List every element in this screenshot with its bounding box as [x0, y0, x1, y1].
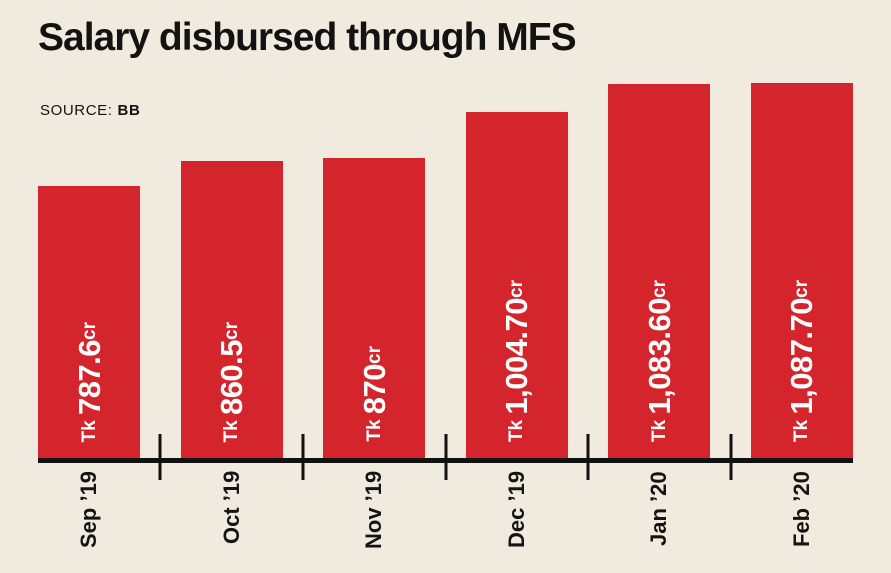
- bar-chart: Tk 787.6cr Tk 860.5cr Tk 870cr Tk 1,004.70c…: [38, 83, 853, 551]
- source-line: SOURCE: BB: [40, 102, 140, 119]
- bar-5: Tk 1,083.60cr: [608, 84, 711, 458]
- axis-tick-1: [158, 434, 162, 480]
- bar-value-suffix: cr: [221, 321, 243, 340]
- x-tick-label: Nov ’19: [361, 471, 387, 550]
- bar-value-amount: 860.5: [214, 339, 250, 415]
- bar-4: Tk 1,004.70cr: [465, 112, 568, 458]
- x-tick-label: Sep ’19: [76, 471, 101, 549]
- x-tick-label-cell: Dec ’19: [466, 471, 568, 551]
- bar-value-amount: 1,004.70: [499, 297, 535, 415]
- bar-value-amount: 870: [356, 364, 392, 415]
- bar-value-amount: 1,083.60: [641, 297, 677, 415]
- x-tick-label: Feb ’20: [788, 471, 814, 547]
- bar-value-label: Tk 1,087.70cr: [784, 279, 820, 442]
- axis-tick-4: [586, 434, 590, 480]
- x-tick-label: Oct ’19: [218, 471, 244, 545]
- bar-3: Tk 870cr: [323, 158, 426, 458]
- plot-area: Tk 787.6cr Tk 860.5cr Tk 870cr Tk 1,004.70c…: [38, 83, 853, 458]
- bar-6: Tk 1,087.70cr: [750, 83, 853, 458]
- axis-tick-2: [301, 434, 305, 480]
- bar-value-amount: 1,087.70: [784, 297, 820, 415]
- bar-2: Tk 860.5cr: [180, 161, 283, 458]
- source-value: BB: [117, 102, 141, 119]
- bar-value-label: Tk 1,083.60cr: [641, 279, 677, 442]
- bar-value-prefix: Tk: [363, 414, 385, 442]
- bar-value-prefix: Tk: [78, 414, 100, 442]
- source-label: SOURCE:: [40, 102, 113, 119]
- bar-value-suffix: cr: [363, 346, 385, 365]
- bar-value-prefix: Tk: [506, 414, 528, 442]
- x-tick-label-cell: Sep ’19: [38, 471, 140, 551]
- x-tick-label-cell: Nov ’19: [323, 471, 425, 551]
- x-tick-label: Dec ’19: [503, 471, 529, 549]
- x-tick-label-cell: Feb ’20: [751, 471, 853, 551]
- bar-value-label: Tk 870cr: [356, 346, 392, 442]
- axis-tick-5: [729, 434, 733, 480]
- x-tick-label-cell: Oct ’19: [181, 471, 283, 551]
- bar-value-prefix: Tk: [648, 414, 670, 442]
- bar-value-suffix: cr: [648, 279, 670, 298]
- bar-value-label: Tk 860.5cr: [214, 321, 250, 443]
- bar-value-suffix: cr: [506, 279, 528, 298]
- bar-value-suffix: cr: [791, 279, 813, 298]
- bar-value-label: Tk 787.6cr: [71, 321, 107, 443]
- bar-value-label: Tk 1,004.70cr: [499, 279, 535, 442]
- x-tick-label: Jan ’20: [646, 471, 672, 546]
- bar-value-suffix: cr: [78, 321, 100, 340]
- x-tick-label-cell: Jan ’20: [608, 471, 710, 551]
- axis-tick-3: [444, 434, 447, 480]
- chart-title: Salary disbursed through MFS: [38, 16, 577, 59]
- bar-value-prefix: Tk: [221, 414, 243, 442]
- bar-1: Tk 787.6cr: [38, 186, 140, 458]
- bar-value-amount: 787.6: [71, 339, 107, 415]
- bar-value-prefix: Tk: [791, 414, 813, 442]
